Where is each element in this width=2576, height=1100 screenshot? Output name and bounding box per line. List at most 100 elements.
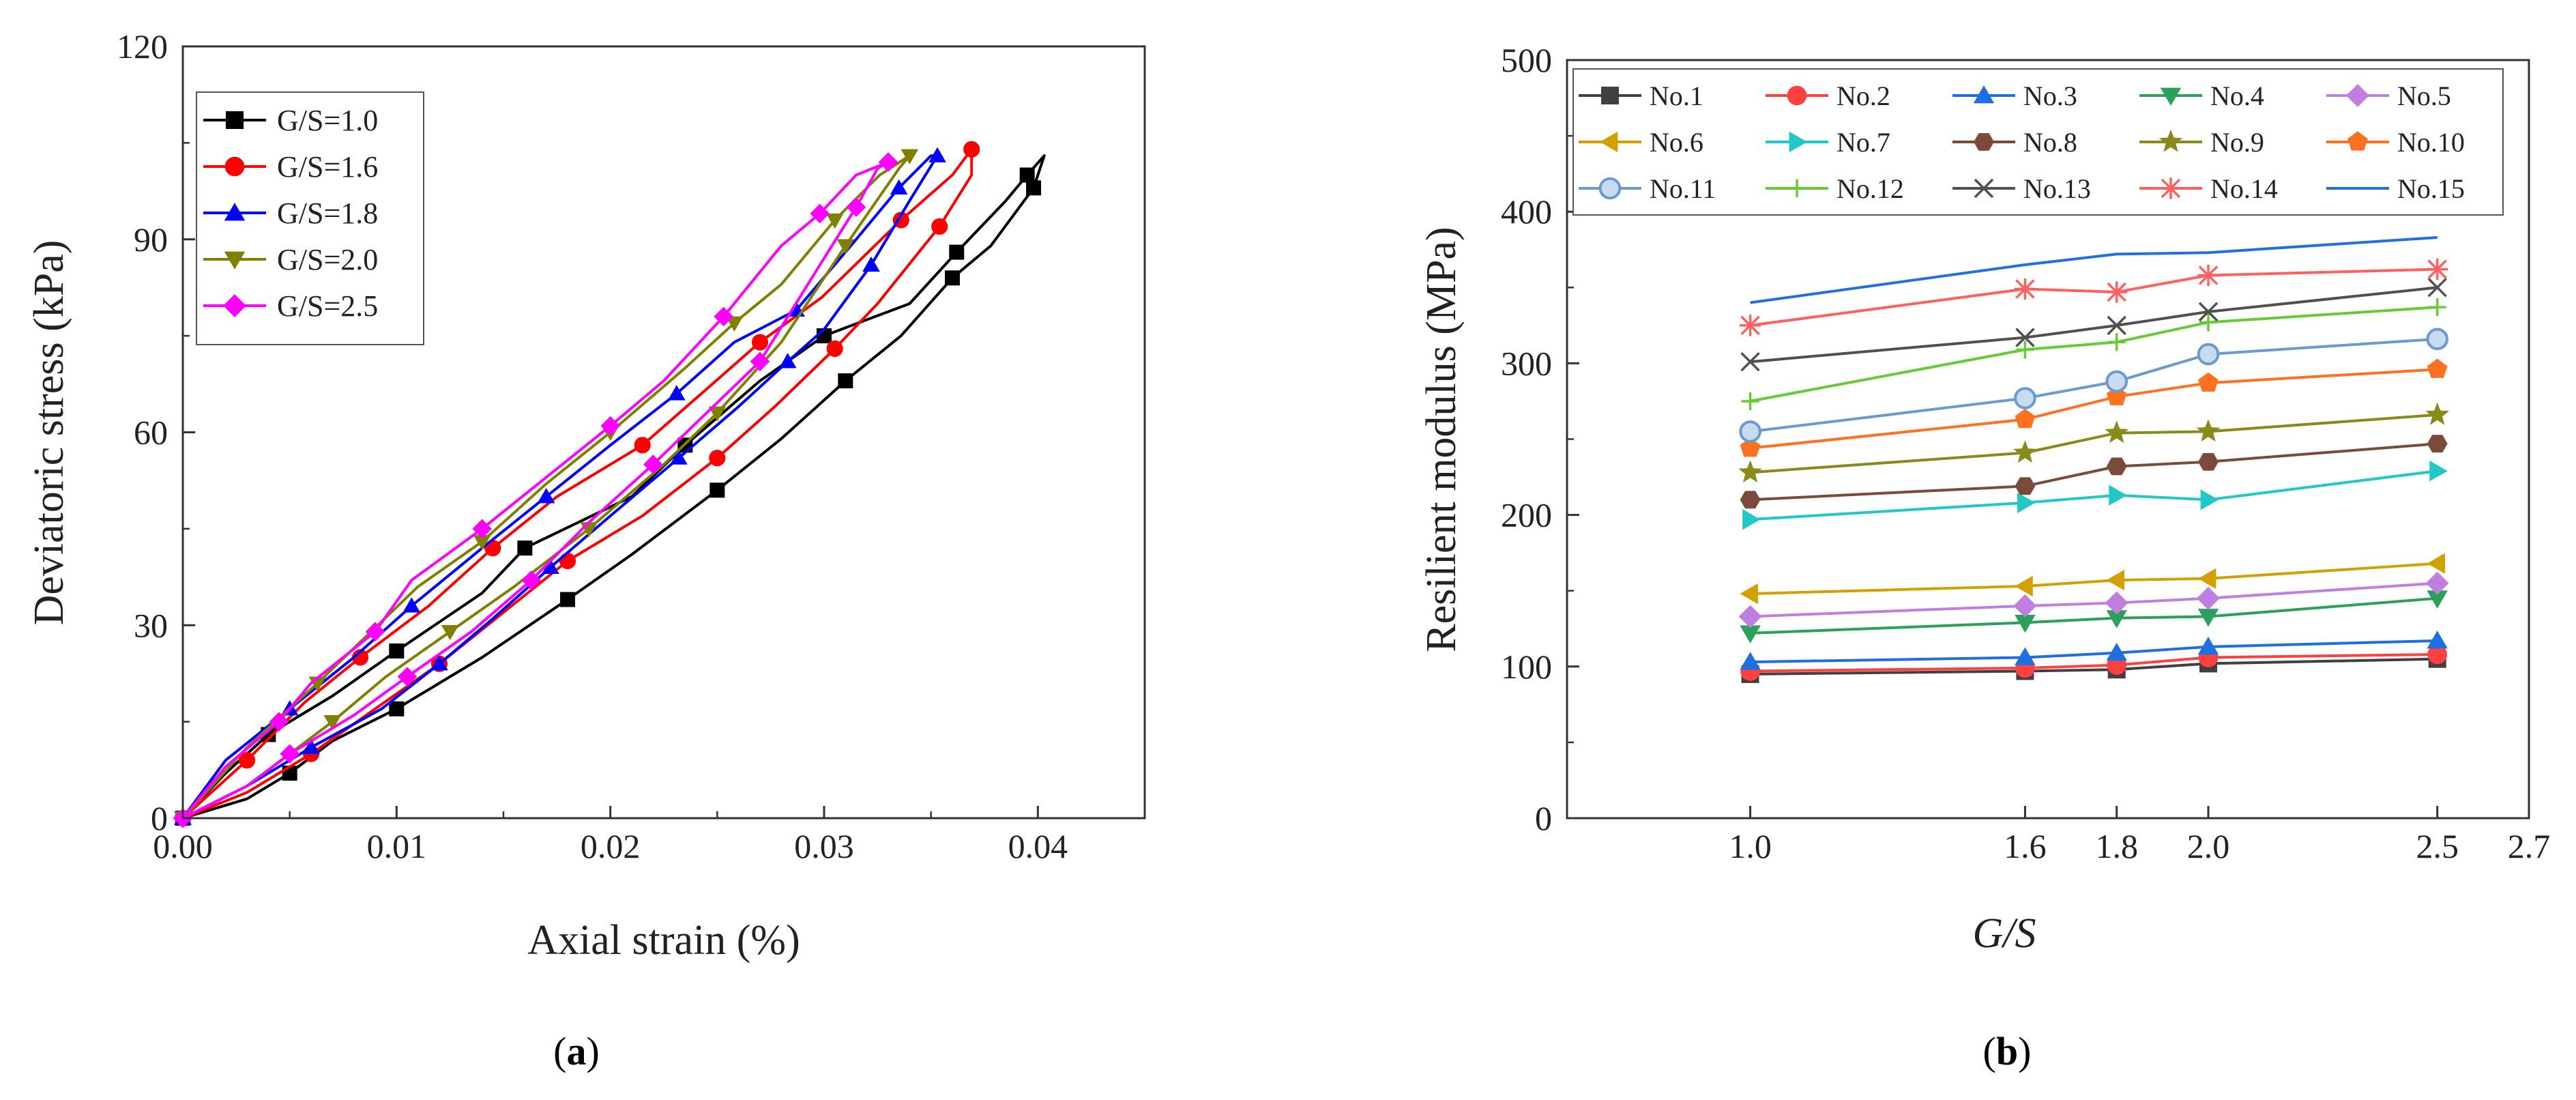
chart-b-legend-item: No.4 — [2139, 81, 2264, 111]
chart-a-data-point — [750, 351, 770, 372]
chart-b-legend-label: No.12 — [1836, 173, 1904, 204]
chart-a-data-point — [634, 437, 651, 454]
chart-b-data-point — [2107, 333, 2126, 351]
chart-b-data-point — [2105, 591, 2128, 615]
chart-b-data-point — [1740, 491, 1761, 509]
chart-a-legend-marker — [224, 156, 245, 177]
chart-b-series-11 — [1739, 328, 2449, 443]
chart-b-data-point — [1740, 625, 1761, 643]
chart-a-data-point — [708, 406, 727, 422]
chart-b-legend-label: No.9 — [2210, 127, 2264, 158]
chart-a-data-point — [862, 256, 880, 272]
chart-b-data-point — [2014, 278, 2036, 300]
chart-b-data-point — [1738, 460, 1762, 483]
chart-a-y-axis-title: Deviatoric stress (kPa) — [26, 240, 72, 626]
chart-b-data-point — [1740, 437, 1761, 457]
chart-b-data-point — [2427, 259, 2448, 280]
chart-b-legend-marker — [1598, 177, 1622, 200]
chart-a-data-point — [1019, 167, 1035, 183]
chart-b-data-point — [1742, 509, 1761, 530]
chart-a-data-point — [945, 270, 960, 286]
chart-b-legend-marker — [1788, 179, 1806, 197]
chart-a-ticks: 0.00 0.01 0.02 0.03 0.04 0 30 60 90 120 — [117, 27, 1068, 865]
panel-b-caption: (b) — [1983, 1029, 2032, 1073]
chart-a-y-tick-label: 60 — [134, 414, 168, 452]
chart-a-y-tick-label: 0 — [151, 799, 168, 837]
chart-b-data-point — [2105, 420, 2128, 444]
chart-b-legend-label: No.15 — [2397, 173, 2465, 204]
chart-a-data-point — [931, 218, 948, 235]
chart-a-data-point — [484, 540, 501, 557]
chart-b-data-point — [2105, 370, 2128, 393]
chart-b-data-point — [2427, 553, 2446, 574]
chart-a-legend-marker — [223, 294, 246, 317]
chart-a-data-point — [517, 540, 533, 556]
chart-b-legend-marker — [1974, 133, 1994, 151]
chart-b-data-point — [2013, 594, 2037, 618]
chart-a-x-tick-label: 0.03 — [794, 827, 854, 865]
chart-a-x-tick-label: 0.00 — [153, 827, 213, 865]
chart-b-legend-label: No.10 — [2397, 127, 2465, 158]
chart-a-legend-label: G/S=1.6 — [277, 150, 378, 184]
chart-b-series-line — [1750, 306, 2438, 403]
chart-b-series-14 — [1739, 259, 2448, 336]
chart-b-data-point — [2197, 264, 2219, 287]
chart-b-legend-marker — [1974, 178, 1994, 199]
chart-b-data-point — [2106, 610, 2127, 628]
chart-b-series-3 — [1740, 631, 2448, 670]
chart-b-data-point — [2013, 440, 2037, 463]
chart-a-data-point — [473, 535, 491, 551]
chart-b-data-point — [2106, 457, 2127, 476]
chart-a-legend-marker — [226, 111, 244, 129]
chart-b-legend-label: No.1 — [1650, 81, 1703, 111]
chart-b-legend-item: No.3 — [1952, 81, 2077, 111]
chart-a-marks — [173, 141, 1046, 828]
chart-a-data-point — [901, 149, 919, 164]
chart-b-data-point — [2425, 402, 2449, 425]
chart-b-data-point — [2014, 387, 2036, 409]
chart-b-legend-marker — [2347, 131, 2368, 151]
chart-b-data-point — [2197, 343, 2220, 366]
chart-b-data-point — [1740, 351, 1760, 372]
chart-b-legend-marker — [1600, 131, 1618, 153]
chart-b-legend-item: No.1 — [1579, 81, 1703, 111]
chart-b-legend-item: No.8 — [1952, 127, 2077, 158]
chart-b-data-point — [2200, 489, 2219, 510]
chart-a-data-point — [878, 152, 898, 172]
chart-a-data-point — [846, 197, 866, 217]
chart-b-data-point — [2427, 358, 2448, 378]
chart-a-data-point — [949, 244, 965, 260]
chart-a-data-point — [402, 597, 421, 613]
chart-a-y-tick-label: 90 — [134, 220, 168, 259]
chart-b-series-10 — [1740, 358, 2448, 457]
chart-a-legend-label: G/S=1.8 — [277, 197, 378, 230]
chart-b-data-point — [2197, 637, 2219, 655]
chart-b-data-point — [2199, 313, 2217, 332]
chart-b-data-point — [2196, 419, 2221, 442]
chart-a-series-line — [181, 154, 1046, 820]
chart-a-legend-marker — [224, 203, 246, 221]
chart-a-data-point — [714, 306, 733, 327]
chart-a-data-point — [667, 385, 686, 401]
chart-a-data-point — [928, 147, 946, 162]
chart-b-ticks: 1.0 1.6 1.8 2.0 2.5 2.7 0 100 200 300 400 500 — [1501, 41, 2550, 865]
chart-b-legend-marker — [1601, 87, 1619, 104]
chart-b-legend-label: No.5 — [2397, 81, 2451, 111]
chart-a-x-tick-label: 0.04 — [1008, 827, 1068, 865]
chart-a-data-point — [280, 744, 299, 764]
chart-b-data-point — [2198, 302, 2219, 322]
chart-b-series-line — [1750, 286, 2438, 364]
chart-b-data-point — [2198, 372, 2219, 392]
chart-b-x-tick-label: 2.0 — [2187, 827, 2230, 865]
chart-b-data-point — [2427, 435, 2448, 453]
chart-b-data-point — [2015, 328, 2035, 347]
chart-b-data-point — [1738, 605, 1762, 628]
chart-b-data-point — [2198, 452, 2219, 471]
chart-b-data-point — [2197, 586, 2220, 610]
chart-b-data-point — [2427, 278, 2447, 298]
chart-b-x-tick-label: 2.5 — [2416, 827, 2459, 865]
chart-b-legend-label: No.2 — [1836, 81, 1890, 111]
chart-b-series-line — [1750, 413, 2438, 474]
chart-a-data-point — [963, 141, 980, 158]
chart-a-data-point — [559, 552, 576, 570]
